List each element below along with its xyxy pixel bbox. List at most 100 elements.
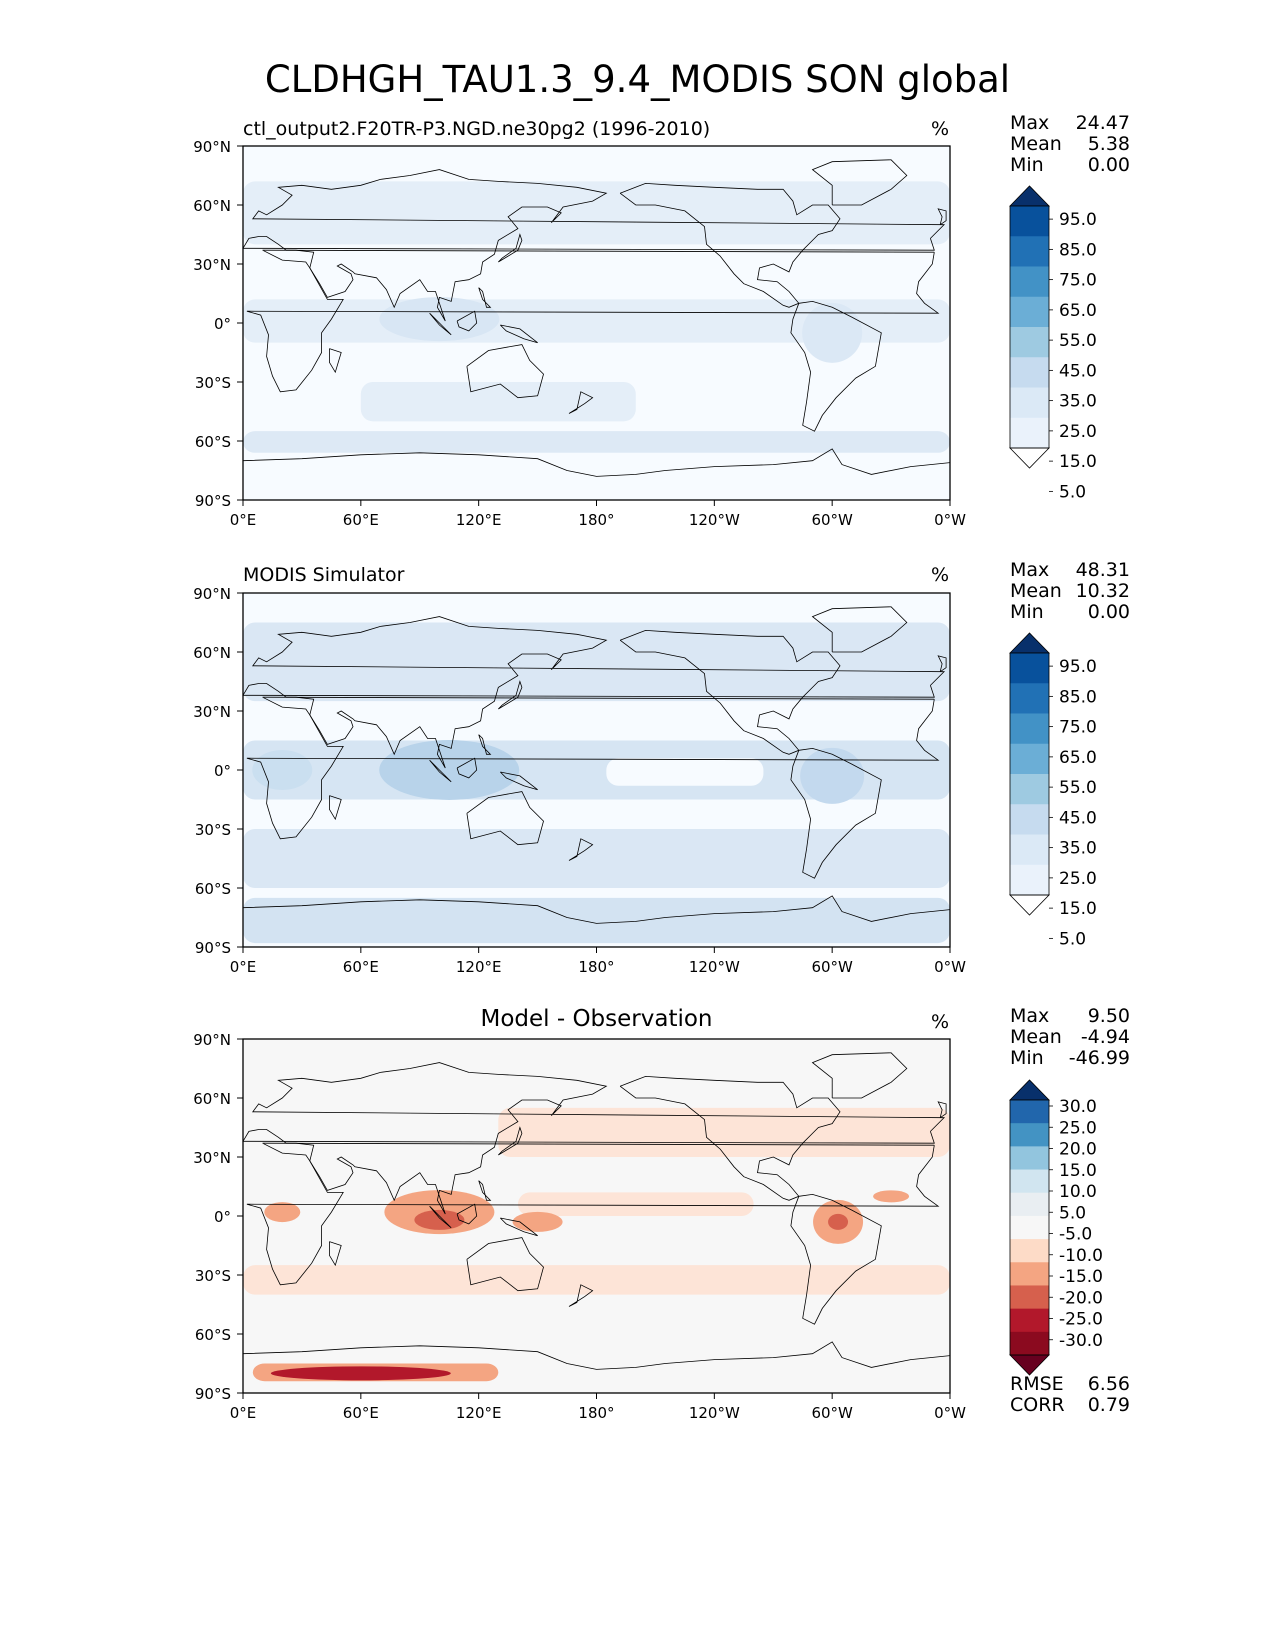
- field-patch-africa: [252, 750, 313, 790]
- x-tick-label: 180°: [578, 511, 614, 529]
- figure-title: CLDHGH_TAU1.3_9.4_MODIS SON global: [264, 58, 1011, 101]
- coastline: [568, 838, 594, 861]
- colorbar-tick-label: 35.0: [1059, 839, 1097, 859]
- colorbar-tick-label: 85.0: [1059, 240, 1097, 260]
- colorbar-segment: [1010, 1192, 1049, 1217]
- colorbar-segment: [1010, 296, 1049, 328]
- field-patch-maritime-core: [414, 1209, 465, 1230]
- colorbar-tick-label: 85.0: [1059, 687, 1097, 707]
- y-tick-label: 60°N: [193, 1090, 231, 1108]
- coastline: [466, 791, 544, 846]
- coastline: [456, 310, 478, 332]
- colorbar-tick-label: 95.0: [1059, 210, 1097, 230]
- panel-2-title-left: MODIS Simulator: [243, 564, 405, 586]
- field-band-north-midlat: [243, 622, 950, 702]
- colorbar-tick-label: -5.0: [1059, 1225, 1092, 1245]
- y-tick-label: 90°N: [193, 585, 231, 603]
- colorbar-tick-label: 55.0: [1059, 778, 1097, 798]
- colorbar-tick-label: 15.0: [1059, 899, 1097, 919]
- colorbar-tick-label: 65.0: [1059, 748, 1097, 768]
- panel-3-unit: %: [931, 1011, 950, 1033]
- field-band-antarctic: [243, 897, 950, 944]
- colorbar-segment: [1010, 1331, 1049, 1356]
- colorbar-tick-label: 25.0: [1059, 422, 1097, 442]
- colorbar-tick-label: 15.0: [1059, 1161, 1097, 1181]
- field-band-south-midlat: [243, 829, 950, 888]
- field-patch-amazon: [802, 302, 863, 363]
- panel-2-max-value: 48.31: [1075, 559, 1130, 581]
- y-tick-label: 60°S: [195, 1326, 231, 1344]
- y-tick-label: 90°S: [195, 492, 231, 510]
- coastline: [790, 1193, 882, 1325]
- panel-3-rmse-label: RMSE: [1010, 1373, 1064, 1395]
- coastline: [328, 795, 342, 821]
- coastline: [498, 1126, 523, 1156]
- coastline: [246, 696, 940, 840]
- coastline: [937, 655, 947, 673]
- colorbar-tick-label: 30.0: [1059, 1097, 1097, 1117]
- coastline: [466, 344, 544, 399]
- colorbar-tick-label: 5.0: [1059, 929, 1086, 949]
- colorbar-tick-label: 10.0: [1059, 1182, 1097, 1202]
- coastline: [242, 616, 946, 769]
- x-tick-label: 0°W: [934, 1404, 966, 1422]
- y-tick-label: 90°N: [193, 138, 231, 156]
- colorbar-segment: [1010, 804, 1049, 835]
- colorbar-segment: [1010, 1100, 1049, 1124]
- x-tick-label: 0°E: [230, 511, 257, 529]
- x-tick-label: 120°W: [689, 958, 740, 976]
- coastline: [246, 1142, 940, 1286]
- coastline: [498, 680, 523, 710]
- panel-3-min-label: Min: [1010, 1047, 1044, 1069]
- colorbar-segment: [1010, 1285, 1049, 1310]
- coastline: [568, 1284, 594, 1307]
- colorbar-segment: [1010, 1123, 1049, 1147]
- x-tick-label: 60°W: [811, 958, 853, 976]
- panel-1-max-label: Max: [1010, 112, 1050, 134]
- coastline: [811, 1052, 908, 1099]
- coastline: [478, 287, 492, 308]
- field-band-north-pacific: [498, 1107, 950, 1157]
- field-patch-congo: [264, 1202, 301, 1223]
- colorbar-tick-label: 35.0: [1059, 392, 1097, 412]
- coastline: [456, 1203, 478, 1225]
- x-tick-label: 0°W: [934, 958, 966, 976]
- panel-3-mean-value: -4.94: [1080, 1026, 1130, 1048]
- x-tick-label: 120°E: [456, 958, 502, 976]
- colorbar-tick-label: 20.0: [1059, 1140, 1097, 1160]
- coastline: [466, 1237, 544, 1292]
- colorbar-segment: [1010, 417, 1049, 449]
- colorbar-segment: [1010, 357, 1049, 388]
- y-tick-label: 0°: [214, 762, 231, 780]
- field-patch-atlantic: [873, 1190, 910, 1203]
- x-tick-label: 180°: [578, 1404, 614, 1422]
- y-tick-label: 30°N: [193, 703, 231, 721]
- colorbar-tick-label: -20.0: [1059, 1288, 1103, 1308]
- colorbar-segment: [1010, 266, 1049, 298]
- colorbar-segment: [1010, 834, 1049, 866]
- coastline: [242, 1062, 946, 1215]
- y-tick-label: 0°: [214, 315, 231, 333]
- colorbar-segment: [1010, 653, 1049, 684]
- colorbar-frame: [1009, 1099, 1050, 1356]
- panel-3-corr-label: CORR: [1010, 1394, 1065, 1416]
- coastline: [498, 233, 523, 263]
- panel-3-max-value: 9.50: [1087, 1005, 1130, 1027]
- panel-3-max-label: Max: [1010, 1005, 1050, 1027]
- colorbar-segment: [1010, 774, 1049, 805]
- x-tick-label: 0°E: [230, 958, 257, 976]
- x-tick-label: 120°E: [456, 1404, 502, 1422]
- x-tick-label: 120°E: [456, 511, 502, 529]
- coastline: [429, 1205, 452, 1229]
- coastline: [456, 757, 478, 779]
- y-tick-label: 90°N: [193, 1031, 231, 1049]
- panel-1-min-label: Min: [1010, 154, 1044, 176]
- field-band-north-midlat: [243, 181, 950, 245]
- panel-3-rmse-value: 6.56: [1087, 1373, 1130, 1395]
- colorbar-segment: [1010, 1308, 1049, 1333]
- y-tick-label: 30°S: [195, 821, 231, 839]
- x-tick-label: 60°E: [343, 958, 379, 976]
- colorbar-frame: [1009, 205, 1050, 449]
- coastline: [429, 312, 452, 336]
